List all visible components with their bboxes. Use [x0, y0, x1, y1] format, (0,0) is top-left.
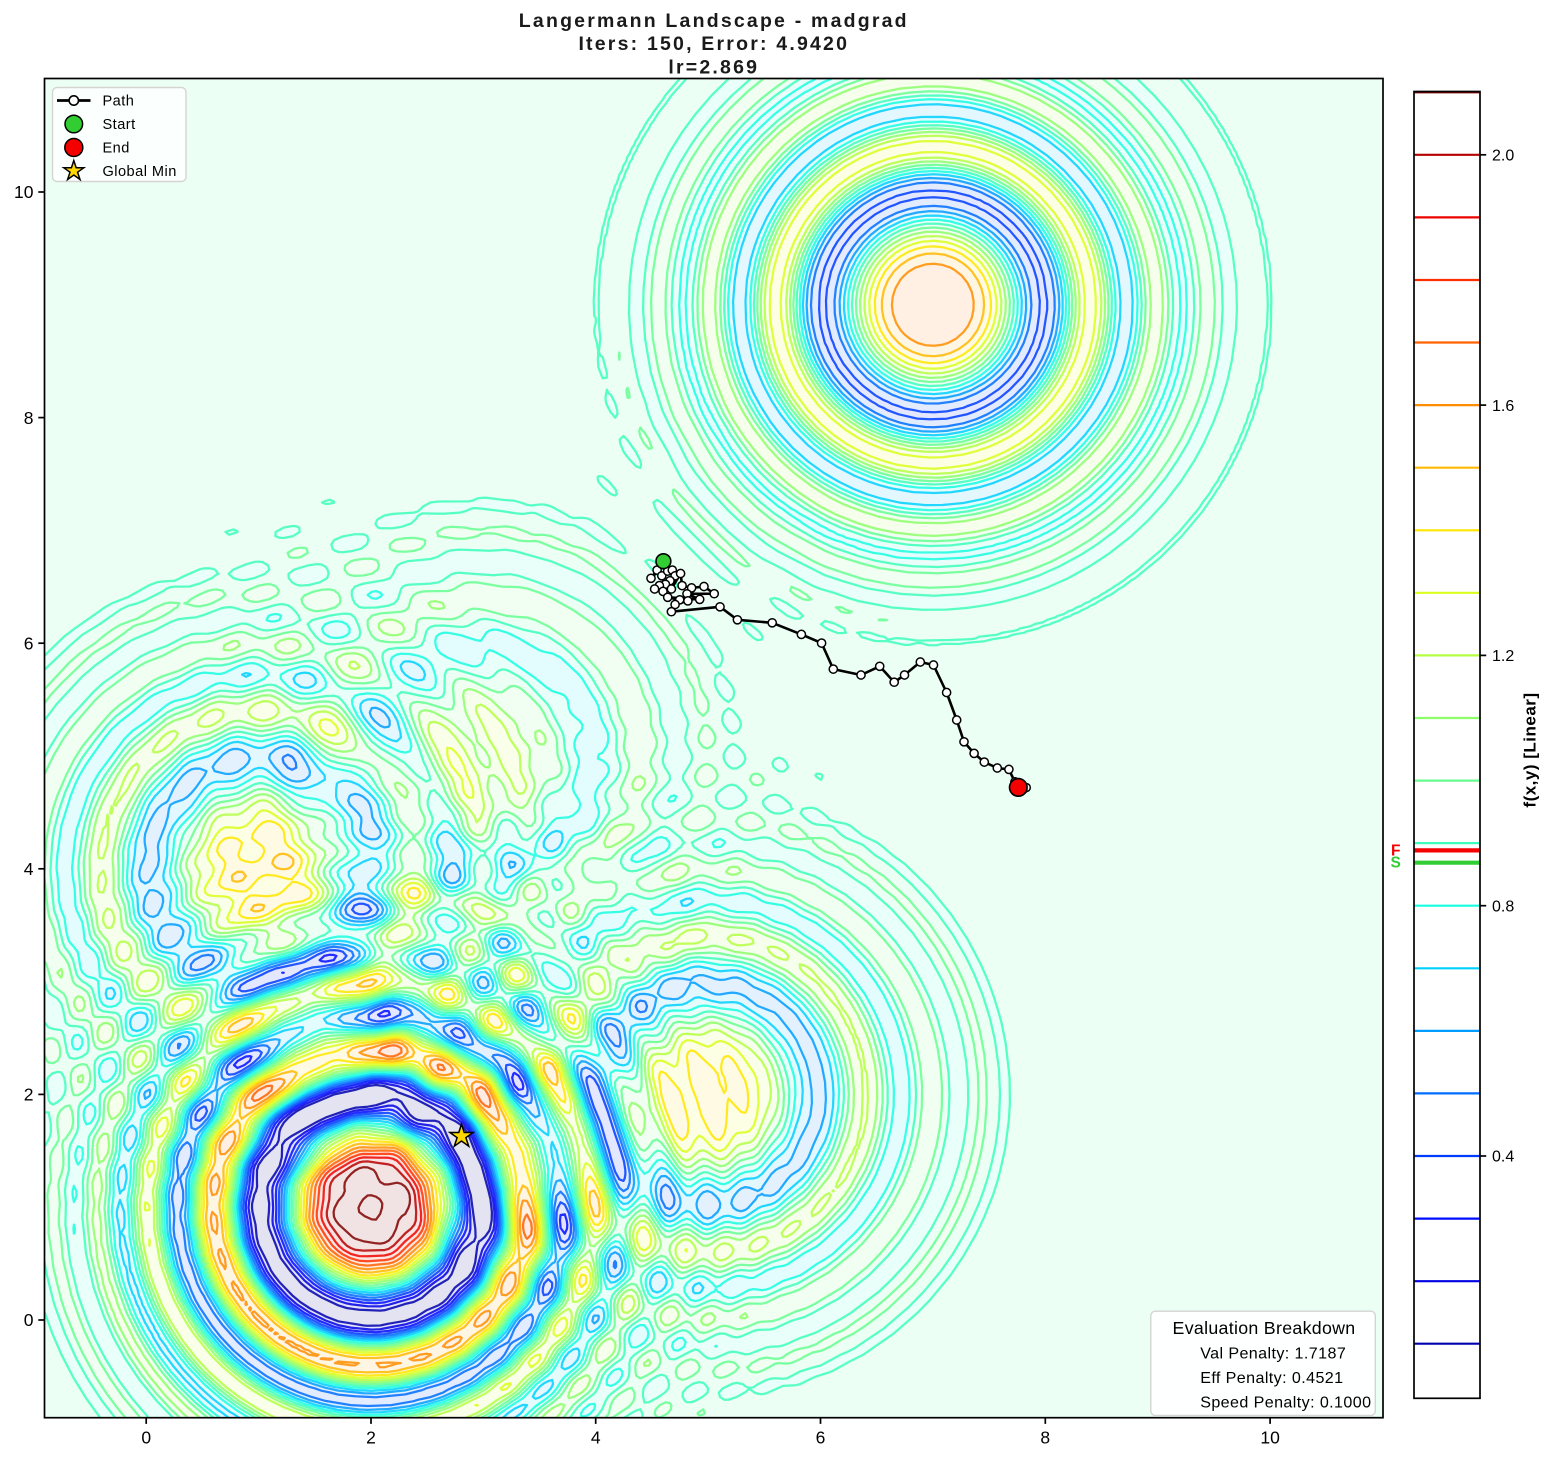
svg-text:2: 2 — [366, 1428, 376, 1448]
svg-text:10: 10 — [14, 182, 34, 202]
svg-text:0.8: 0.8 — [1492, 898, 1514, 915]
svg-text:Path: Path — [103, 94, 135, 110]
svg-text:6: 6 — [24, 633, 34, 653]
svg-text:4: 4 — [24, 859, 34, 879]
svg-text:8: 8 — [24, 408, 34, 428]
svg-text:f(x,y) [Linear]: f(x,y) [Linear] — [1521, 692, 1540, 807]
svg-text:4: 4 — [591, 1428, 601, 1448]
svg-text:Val Penalty: 1.7187: Val Penalty: 1.7187 — [1200, 1345, 1346, 1363]
svg-text:1.6: 1.6 — [1492, 398, 1514, 415]
svg-text:0: 0 — [24, 1310, 34, 1330]
svg-text:10: 10 — [1260, 1428, 1280, 1448]
svg-text:Start: Start — [103, 117, 136, 133]
svg-text:End: End — [103, 141, 130, 157]
svg-text:Evaluation Breakdown: Evaluation Breakdown — [1173, 1318, 1356, 1338]
svg-text:6: 6 — [816, 1428, 826, 1448]
svg-text:S: S — [1391, 855, 1401, 872]
svg-text:lr=2.869: lr=2.869 — [668, 56, 759, 78]
svg-text:Global Min: Global Min — [103, 164, 177, 180]
svg-text:Eff Penalty: 0.4521: Eff Penalty: 0.4521 — [1200, 1369, 1343, 1387]
svg-text:1.2: 1.2 — [1492, 648, 1514, 665]
svg-text:Iters: 150, Error: 4.9420: Iters: 150, Error: 4.9420 — [578, 33, 849, 55]
svg-text:2: 2 — [24, 1085, 34, 1105]
svg-text:8: 8 — [1040, 1428, 1050, 1448]
svg-text:F: F — [1391, 842, 1400, 859]
svg-text:Speed Penalty: 0.1000: Speed Penalty: 0.1000 — [1200, 1393, 1371, 1411]
svg-text:0: 0 — [141, 1428, 151, 1448]
svg-text:2.0: 2.0 — [1492, 148, 1514, 165]
svg-text:Langermann Landscape - madgrad: Langermann Landscape - madgrad — [519, 10, 909, 32]
svg-text:0.4: 0.4 — [1492, 1149, 1514, 1166]
